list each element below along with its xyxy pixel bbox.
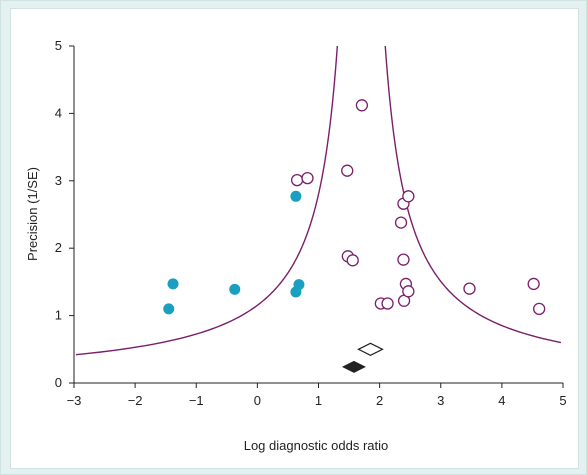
x-tick-label: −3 <box>67 393 82 408</box>
open-study-point <box>527 277 540 291</box>
funnel-lines <box>75 45 562 356</box>
open-study-point <box>394 216 408 229</box>
data-points <box>163 99 546 316</box>
x-tick-label: 0 <box>254 393 261 408</box>
open-study-point <box>402 190 415 203</box>
x-tick-label: 3 <box>437 393 444 408</box>
open-study-point <box>341 164 354 177</box>
open-study-point <box>381 297 394 310</box>
pooled-estimate-filled-diamond <box>341 360 366 373</box>
summary-estimates <box>341 342 384 373</box>
open-study-point <box>402 285 415 298</box>
y-tick-label: 1 <box>55 308 62 323</box>
open-study-point <box>346 254 359 267</box>
x-tick-label: −1 <box>189 393 204 408</box>
axes: −3 −2 −1 0 1 2 3 4 5 0 1 2 3 4 5 <box>55 38 567 408</box>
open-study-point <box>533 302 546 316</box>
open-study-point <box>301 171 314 185</box>
y-tick-label: 4 <box>55 105 62 120</box>
y-tick-label: 0 <box>55 375 62 390</box>
filled-study-point <box>293 279 305 291</box>
filled-study-point <box>163 303 175 315</box>
x-tick-label: 4 <box>498 393 505 408</box>
open-study-point <box>290 173 304 187</box>
filled-study-point <box>290 190 302 202</box>
x-tick-label: 2 <box>376 393 383 408</box>
x-tick-label: −2 <box>128 393 143 408</box>
y-tick-label: 5 <box>55 38 62 53</box>
open-study-point <box>397 253 410 266</box>
y-tick-label: 2 <box>55 240 62 255</box>
x-tick-label: 5 <box>559 393 566 408</box>
y-tick-label: 3 <box>55 173 62 188</box>
pooled-estimate-open-diamond <box>357 342 384 356</box>
funnel-left-line <box>75 45 339 356</box>
open-study-point <box>463 282 476 295</box>
y-axis-label: Precision (1/SE) <box>25 167 40 261</box>
chart-panel <box>10 8 579 469</box>
open-study-point <box>355 99 369 112</box>
x-axis-label: Log diagnostic odds ratio <box>244 438 389 453</box>
filled-study-point <box>167 278 179 290</box>
filled-study-point <box>229 283 241 295</box>
x-tick-label: 1 <box>315 393 322 408</box>
